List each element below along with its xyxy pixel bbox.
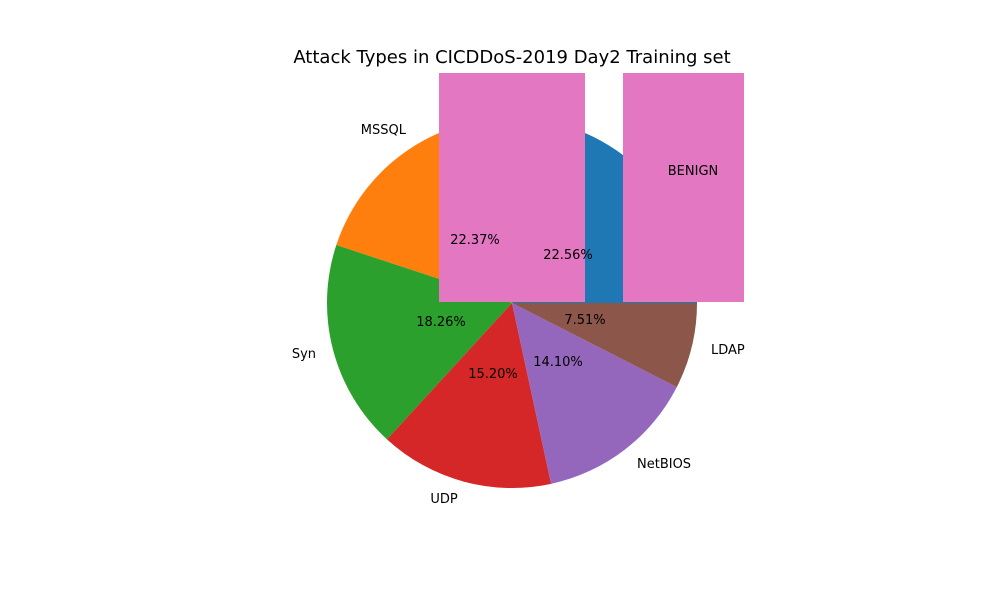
slice-label-syn: Syn: [292, 347, 316, 362]
chart-title: Attack Types in CICDDoS-2019 Day2 Traini…: [293, 47, 730, 68]
slice-percent-mssql: 22.37%: [450, 233, 500, 248]
slice-percent-syn: 18.26%: [416, 315, 466, 330]
slice-labels: BENIGN 22.56% MSSQL 22.37% Syn 18.26% UDP 15.20…: [292, 123, 745, 507]
slice-percent-benign: 22.56%: [543, 248, 593, 263]
slice-label-benign: BENIGN: [668, 164, 719, 179]
slice-percent-udp: 15.20%: [468, 367, 518, 382]
slice-udp: [386, 303, 552, 489]
slice-label-udp: UDP: [430, 492, 458, 507]
slice-label-netbios: NetBIOS: [637, 457, 691, 472]
slice-label-mssql: MSSQL: [361, 123, 407, 138]
overlay-bar-2: [623, 73, 744, 302]
slice-netbios: [512, 303, 677, 484]
slice-label-ldap: LDAP: [711, 343, 745, 358]
slice-percent-ldap: 7.51%: [564, 313, 605, 328]
slice-percent-netbios: 14.10%: [533, 355, 583, 370]
slice-ldap: [512, 303, 697, 388]
overlay-bars: [439, 73, 744, 302]
overlay-bar-1: [439, 73, 585, 302]
